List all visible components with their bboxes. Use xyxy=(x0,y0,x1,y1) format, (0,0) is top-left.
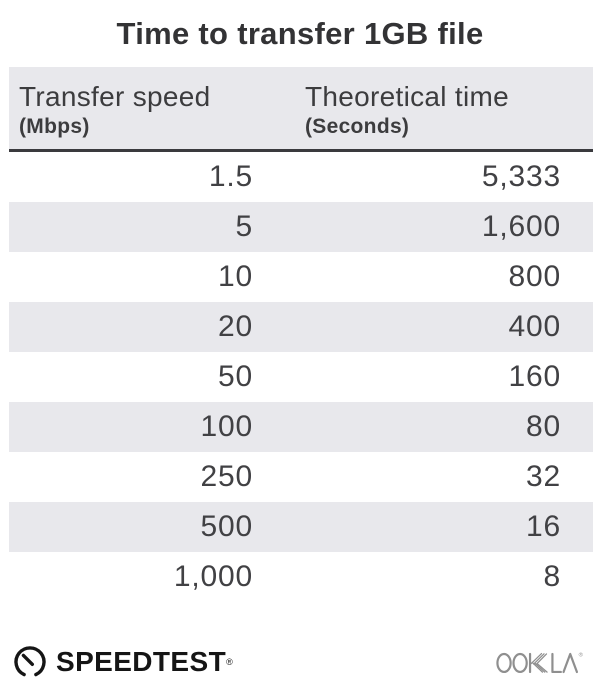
column-unit: (Mbps) xyxy=(19,115,90,138)
speed-cell: 1.5 xyxy=(208,160,253,193)
speedtest-logo: SPEEDTEST ® xyxy=(12,644,233,677)
time-cell: 5,333 xyxy=(481,160,561,193)
speed-cell: 20 xyxy=(218,310,253,343)
speed-cell: 100 xyxy=(200,410,253,443)
time-cell: 32 xyxy=(526,460,561,493)
speed-cell: 1,000 xyxy=(173,560,253,593)
speedtest-gauge-icon xyxy=(14,646,46,677)
table-row: 100 80 xyxy=(9,402,593,452)
time-cell: 8 xyxy=(543,560,561,593)
time-cell: 1,600 xyxy=(481,210,561,243)
column-header-theoretical-time: Theoretical time (Seconds) xyxy=(285,67,593,151)
speed-cell: 250 xyxy=(200,460,253,493)
table-row: 250 32 xyxy=(9,452,593,502)
time-cell: 160 xyxy=(508,360,561,393)
table-row: 1.5 5,333 xyxy=(9,151,593,203)
speedtest-wordmark: SPEEDTEST xyxy=(56,646,227,677)
footer: SPEEDTEST ® ® xyxy=(12,644,584,677)
table-row: 5 1,600 xyxy=(9,202,593,252)
column-header-transfer-speed: Transfer speed (Mbps) xyxy=(9,67,285,151)
time-cell: 400 xyxy=(508,310,561,343)
time-cell: 16 xyxy=(526,510,561,543)
time-cell: 80 xyxy=(526,410,561,443)
registered-trademark-icon: ® xyxy=(226,657,233,667)
page-title: Time to transfer 1GB file xyxy=(116,16,484,51)
table-row: 1,000 8 xyxy=(9,552,593,602)
speed-cell: 50 xyxy=(218,360,253,393)
column-label: Theoretical time xyxy=(305,81,509,112)
table-row: 20 400 xyxy=(9,302,593,352)
speed-cell: 10 xyxy=(218,260,253,293)
column-unit: (Seconds) xyxy=(305,115,410,138)
svg-text:®: ® xyxy=(579,651,584,658)
ookla-logo: ® xyxy=(496,651,584,674)
time-cell: 800 xyxy=(508,260,561,293)
table-row: 500 16 xyxy=(9,502,593,552)
table-header-row: Transfer speed (Mbps) Theoretical time (… xyxy=(9,67,593,151)
speed-cell: 5 xyxy=(235,210,253,243)
table-row: 50 160 xyxy=(9,352,593,402)
table-row: 10 800 xyxy=(9,252,593,302)
column-label: Transfer speed xyxy=(19,81,211,112)
transfer-time-table: Transfer speed (Mbps) Theoretical time (… xyxy=(9,67,593,602)
speed-cell: 500 xyxy=(200,510,253,543)
